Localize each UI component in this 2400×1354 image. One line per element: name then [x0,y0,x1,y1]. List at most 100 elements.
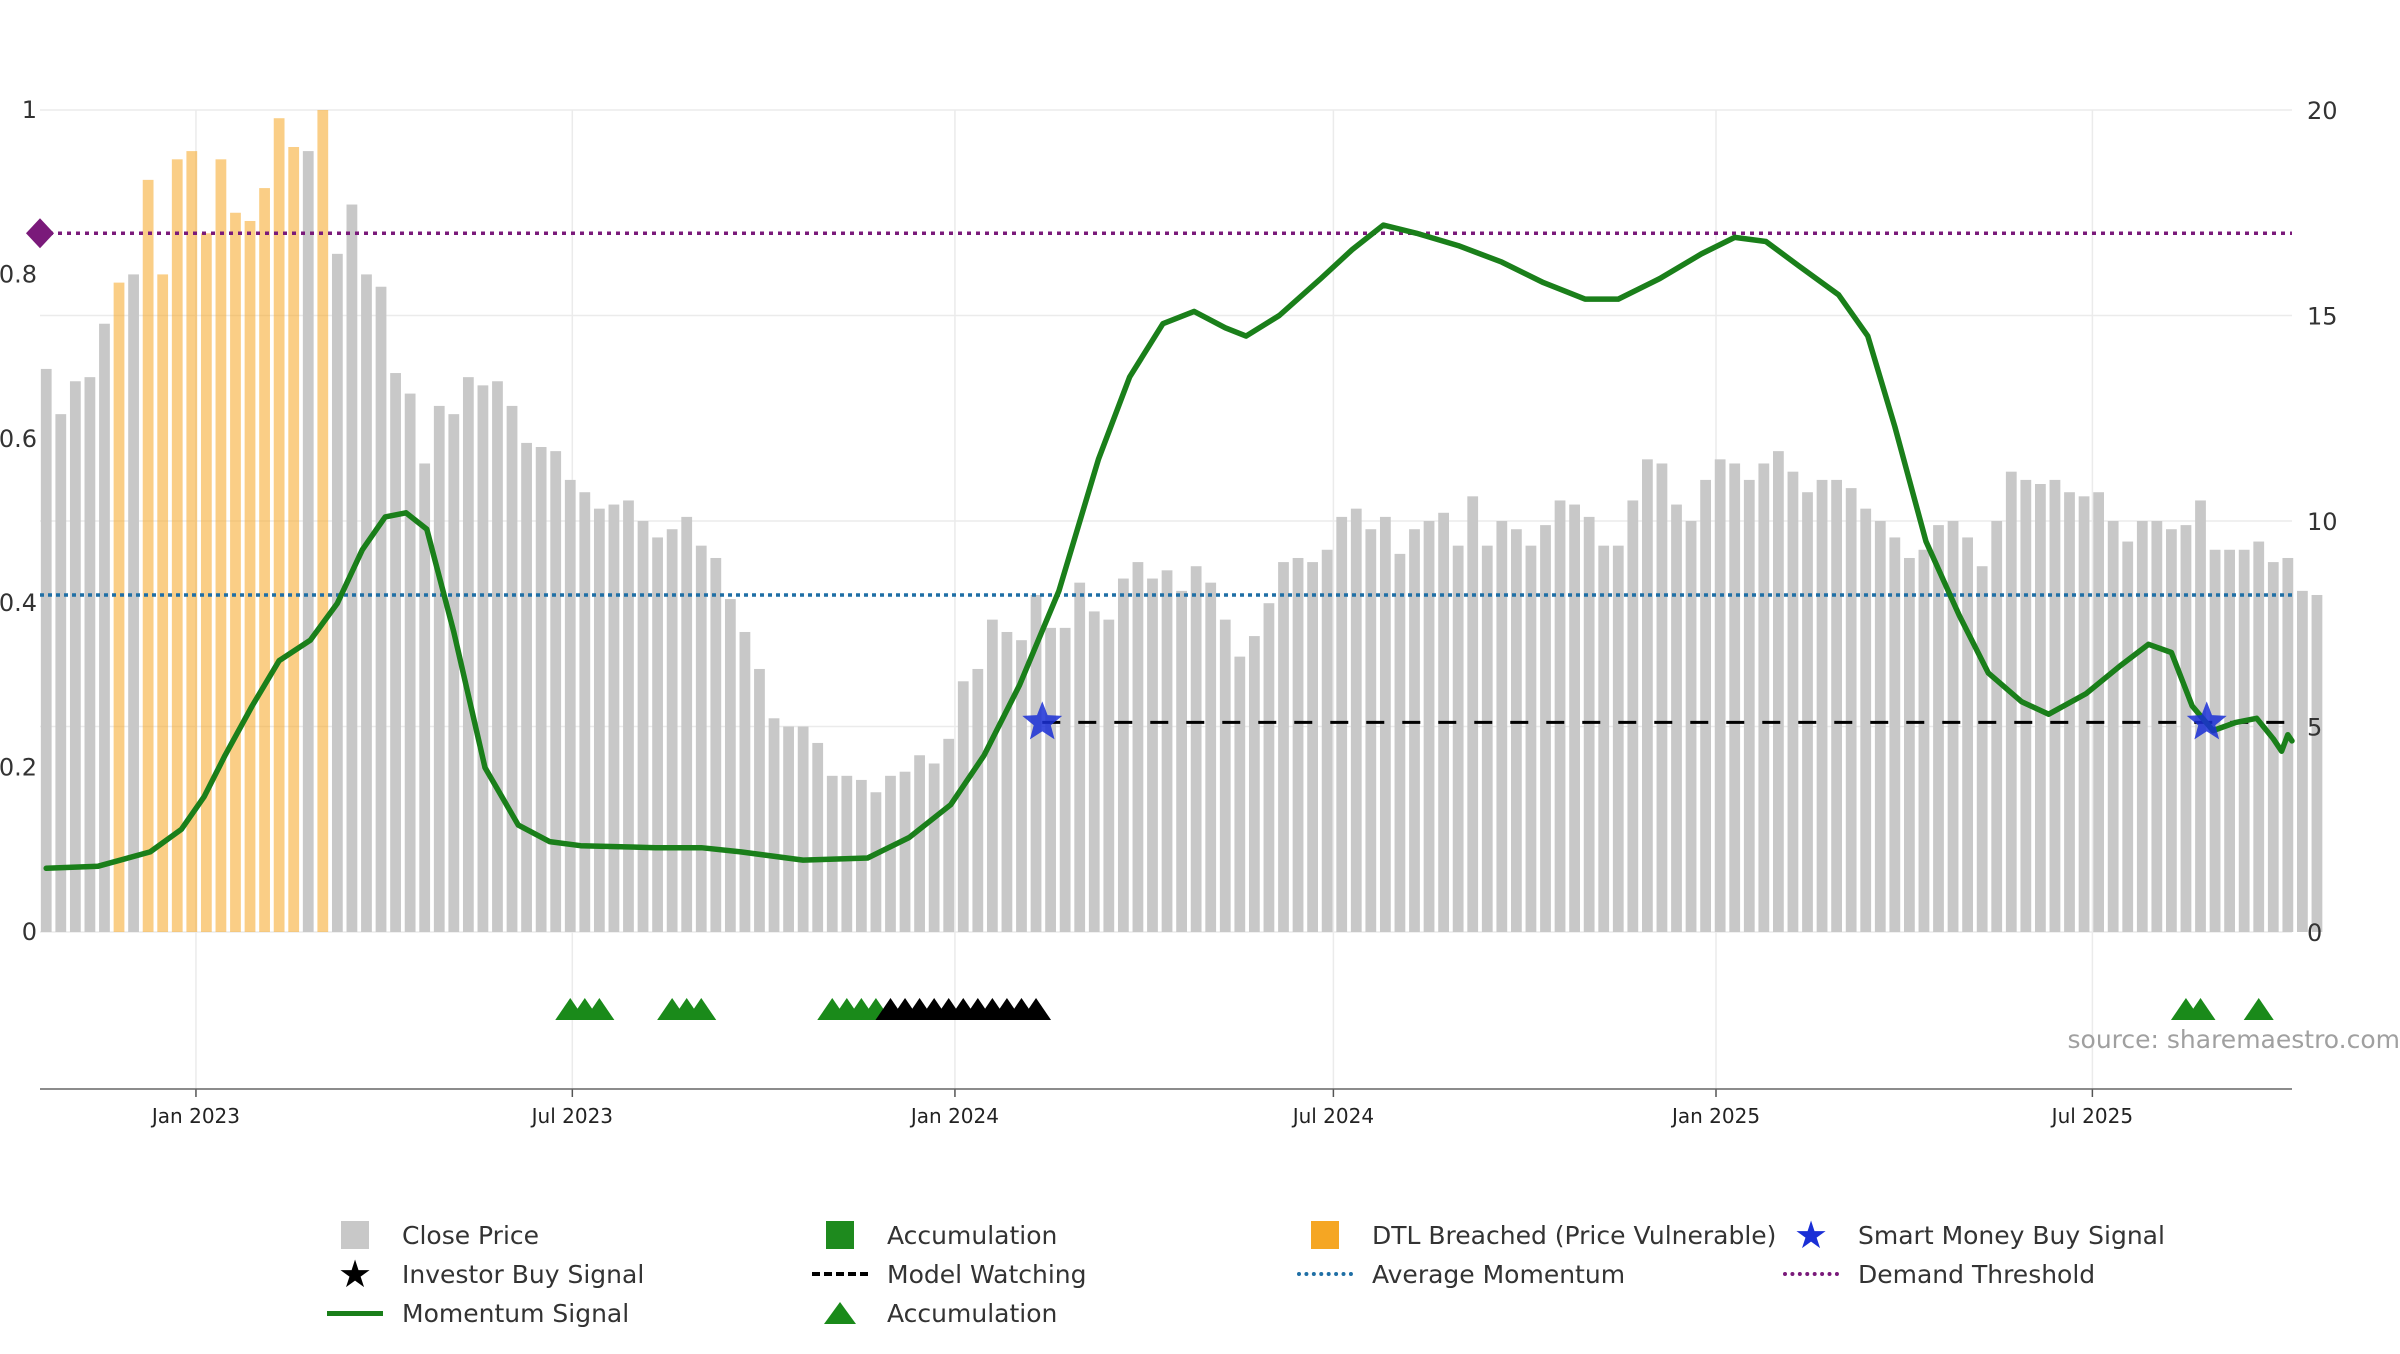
close-price-bar [376,287,387,932]
close-price-bar [710,558,721,932]
legend-item-investor-buy: ★ Investor Buy Signal [320,1256,644,1292]
legend-item-average-momentum: Average Momentum [1290,1256,1625,1292]
close-price-bar [1351,509,1362,932]
close-price-bar [1555,500,1566,932]
legend-item-smart-money: ★ Smart Money Buy Signal [1776,1217,2165,1253]
close-price-bar [1307,562,1318,932]
close-price-bar [725,599,736,932]
close-price-bar [99,324,110,932]
close-price-bar [667,529,678,932]
legend-item-close-price: Close Price [320,1217,539,1253]
close-price-bar [1380,517,1391,932]
right-axis-tick-label: 15 [2307,303,2338,331]
close-price-bar [2253,542,2264,932]
dtl-breached-bar [259,188,270,932]
dtl-breached-bar [216,159,227,932]
left-axis-tick-label: 0 [22,918,37,946]
close-price-bar [1744,480,1755,932]
right-axis-tick-label: 20 [2307,97,2338,125]
close-price-bar [2093,492,2104,932]
close-price-bar [1948,521,1959,932]
close-price-bar [521,443,532,932]
close-price-bar [565,480,576,932]
close-price-bar [1264,603,1275,932]
close-price-bar [769,718,780,932]
close-price-bar [1482,546,1493,932]
close-price-bar [1540,525,1551,932]
x-axis-tick-label: Jul 2023 [530,1104,613,1128]
close-price-bar [1133,562,1144,932]
close-price-bar [303,151,314,932]
smart-money-buy-signal-marker [1022,701,1062,739]
close-price-bar [696,546,707,932]
close-price-bar [1002,632,1013,932]
close-price-bar [1773,451,1784,932]
close-price-bar [1162,570,1173,932]
dtl-breached-bar [172,159,183,932]
close-price-bar [2137,521,2148,932]
close-price-bar [1234,657,1245,932]
demand-threshold-marker [26,218,54,248]
close-price-bar [798,727,809,933]
dtl-breached-bar [274,118,285,932]
close-price-bar [2122,542,2133,932]
legend-label: Model Watching [887,1260,1087,1289]
close-price-bar [2181,525,2192,932]
close-price-bar [1322,550,1333,932]
close-price-bar [1569,505,1580,932]
close-price-bar [1103,620,1114,932]
close-price-bar [2166,529,2177,932]
close-price-bar [1846,488,1857,932]
x-axis-tick-label: Jan 2024 [909,1104,999,1128]
close-price-bar [1671,505,1682,932]
close-price-bar [943,739,954,932]
close-price-bar [1147,579,1158,932]
left-axis-tick-label: 0.2 [0,754,37,782]
close-price-bar [2312,595,2323,932]
close-price-bar [1715,459,1726,932]
close-price-bar [85,377,96,932]
close-price-bar [361,274,372,932]
dtl-breached-bar [230,213,241,932]
x-axis-tick-label: Jul 2024 [1291,1104,1374,1128]
legend-square-icon [805,1217,875,1253]
close-price-bar [1453,546,1464,932]
close-price-bar [390,373,401,932]
close-price-bar [1758,463,1769,932]
dtl-breached-bar [143,180,154,932]
close-price-bar [1176,591,1187,932]
legend-item-momentum-signal: Momentum Signal [320,1295,629,1331]
close-price-bar [1220,620,1231,932]
legend-label: DTL Breached (Price Vulnerable) [1372,1221,1776,1250]
legend-item-accumulation-triangle: Accumulation [805,1295,1057,1331]
legend-label: Smart Money Buy Signal [1858,1221,2165,1250]
dtl-breached-bar [157,274,168,932]
close-price-bar [2239,550,2250,932]
line-icon [320,1295,390,1331]
legend-label: Average Momentum [1372,1260,1625,1289]
blue-star-icon: ★ [1776,1217,1846,1253]
close-price-bar [1293,558,1304,932]
dtl-breached-bar [201,233,212,932]
close-price-bar [1045,628,1056,932]
close-price-bar [1191,566,1202,932]
dtl-breached-bar [114,283,125,932]
close-price-bar [2006,472,2017,932]
legend-label: Close Price [402,1221,539,1250]
close-price-bar [507,406,518,932]
close-price-bar [900,772,911,932]
close-price-bar [1919,550,1930,932]
close-price-bar [958,681,969,932]
close-price-bar [1831,480,1842,932]
close-price-bar [871,792,882,932]
close-price-bar [623,500,634,932]
legend: Close Price Accumulation DTL Breached (P… [0,1205,2400,1335]
close-price-bar [1526,546,1537,932]
close-price-bar [2108,521,2119,932]
close-price-bar [536,447,547,932]
close-price-bar [1395,554,1406,932]
close-price-bar [2224,550,2235,932]
close-price-bar [1074,583,1085,932]
close-price-bar [478,385,489,932]
close-price-bar [1788,472,1799,932]
